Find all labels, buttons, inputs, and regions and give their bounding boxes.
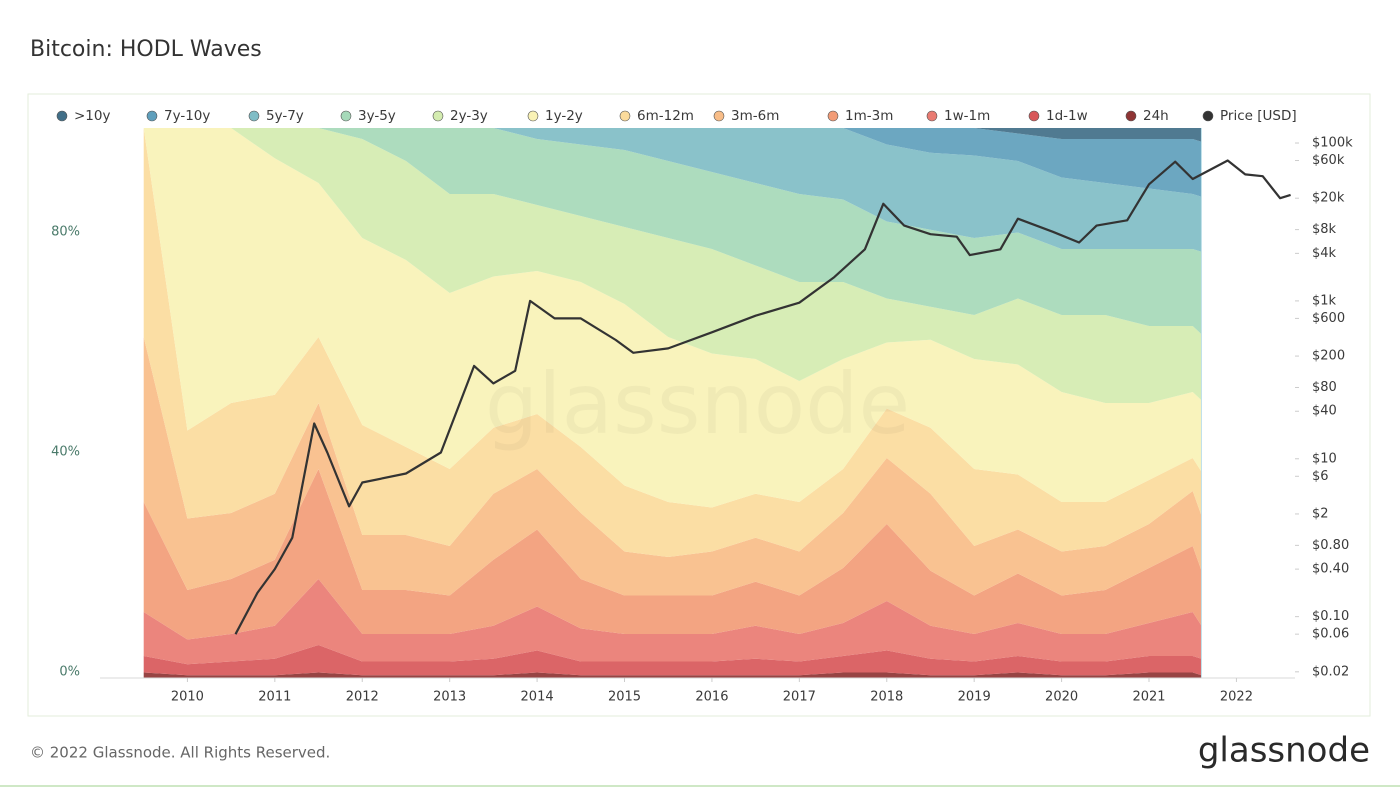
legend: >10y 7y-10y 5y-7y 3y-5y 2y-3y 1y-2y 6m-12m 3m-6… — [56, 108, 1297, 124]
legend-swatch — [713, 110, 725, 122]
area-band — [143, 128, 1202, 508]
y2-tick-label: $60k — [1312, 153, 1345, 168]
legend-swatch — [1028, 110, 1040, 122]
x-tick-label: 2014 — [521, 690, 554, 705]
y2-tick-label: $0.40 — [1312, 562, 1349, 577]
area-band — [143, 469, 1202, 640]
area-band — [143, 672, 1202, 678]
legend-label: 7y-10y — [164, 108, 210, 124]
legend-label: 1m-3m — [845, 108, 893, 124]
legend-swatch — [619, 110, 631, 122]
legend-swatch — [432, 110, 444, 122]
legend-swatch — [146, 110, 158, 122]
x-tick-label: 2010 — [171, 690, 204, 705]
legend-label: 3m-6m — [731, 108, 779, 124]
legend-label: 2y-3y — [450, 108, 488, 124]
y2-tick-label: $200 — [1312, 349, 1345, 364]
y2-tick-label: $1k — [1312, 293, 1337, 308]
y2-tick-label: $6 — [1312, 469, 1329, 484]
y2-tick-label: $2 — [1312, 506, 1329, 521]
x-tick-label: 2019 — [958, 690, 991, 705]
x-tick-label: 2011 — [258, 690, 291, 705]
price-line — [234, 159, 1291, 635]
x-tick-label: 2016 — [695, 690, 728, 705]
legend-label: 6m-12m — [637, 108, 694, 124]
plot-area — [143, 128, 1291, 678]
area-band — [143, 128, 1202, 335]
legend-swatch — [827, 110, 839, 122]
x-tick-label: 2017 — [783, 690, 816, 705]
legend-label: 24h — [1143, 108, 1169, 124]
x-tick-label: 2018 — [870, 690, 903, 705]
legend-swatch — [527, 110, 539, 122]
legend-label: 1y-2y — [545, 108, 583, 124]
y-tick-label: 40% — [51, 445, 80, 460]
area-band — [143, 128, 1202, 197]
y2-tick-label: $20k — [1312, 191, 1345, 206]
y2-tick-label: $40 — [1312, 404, 1337, 419]
area-band — [143, 128, 1202, 252]
x-tick-label: 2022 — [1220, 690, 1253, 705]
y-tick-label: 80% — [51, 225, 80, 240]
y2-tick-label: $80 — [1312, 380, 1337, 395]
x-tick-label: 2020 — [1045, 690, 1078, 705]
area-band — [143, 337, 1202, 596]
y2-tick-label: $8k — [1312, 222, 1337, 237]
y2-tick-label: $0.02 — [1312, 664, 1349, 679]
legend-swatch — [926, 110, 938, 122]
legend-swatch — [56, 110, 68, 122]
legend-label: 3y-5y — [358, 108, 396, 124]
area-band — [143, 128, 1202, 142]
legend-label: 1w-1m — [944, 108, 990, 124]
legend-swatch — [1202, 110, 1214, 122]
y-tick-label: 0% — [59, 665, 80, 680]
legend-swatch — [248, 110, 260, 122]
area-band — [143, 579, 1202, 665]
chart-title: Bitcoin: HODL Waves — [30, 37, 262, 62]
legend-label: >10y — [74, 108, 110, 124]
x-tick-label: 2013 — [433, 690, 466, 705]
logo: glassnode — [1198, 731, 1370, 771]
legend-swatch — [1125, 110, 1137, 122]
x-tick-label: 2021 — [1132, 690, 1165, 705]
legend-swatch — [340, 110, 352, 122]
watermark: glassnode — [485, 355, 910, 453]
y2-tick-label: $10 — [1312, 451, 1337, 466]
legend-label: Price [USD] — [1220, 108, 1297, 124]
y2-tick-label: $0.80 — [1312, 538, 1349, 553]
copyright: © 2022 Glassnode. All Rights Reserved. — [30, 744, 330, 762]
legend-label: 1d-1w — [1046, 108, 1088, 124]
x-tick-label: 2012 — [346, 690, 379, 705]
area-band — [143, 645, 1202, 676]
y2-tick-label: $4k — [1312, 246, 1337, 261]
y2-tick-label: $600 — [1312, 311, 1345, 326]
y2-tick-label: $0.10 — [1312, 609, 1349, 624]
y2-tick-label: $0.06 — [1312, 627, 1349, 642]
area-band — [143, 128, 1202, 403]
y2-tick-label: $100k — [1312, 136, 1353, 151]
legend-label: 5y-7y — [266, 108, 304, 124]
x-tick-label: 2015 — [608, 690, 641, 705]
area-band — [143, 128, 1202, 557]
